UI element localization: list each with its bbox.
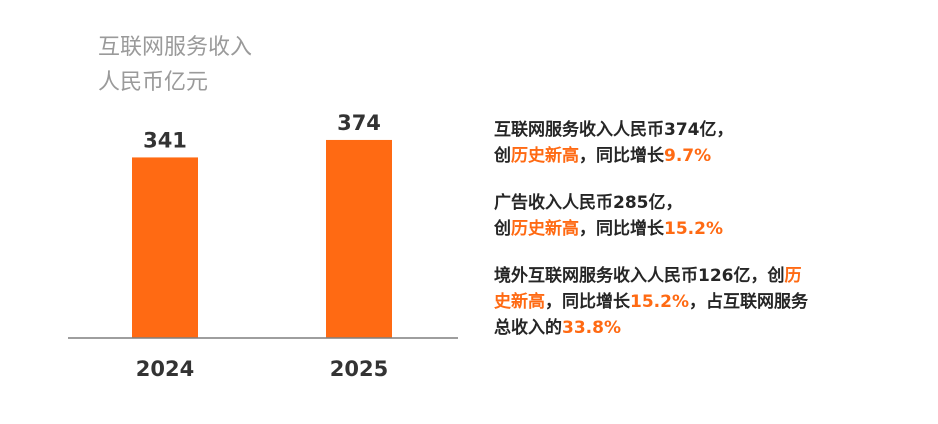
note-text: 广告收入人民币285亿， xyxy=(494,193,683,213)
note-text: 创 xyxy=(494,219,511,239)
note-text: ，同比增长 xyxy=(545,292,630,312)
note-text: ，占互联网服务 xyxy=(688,292,808,312)
note-line: 广告收入人民币285亿， xyxy=(494,190,914,216)
note-text: 总收入的 xyxy=(494,318,562,338)
x-tick-label: 2025 xyxy=(330,357,388,381)
bar-2024 xyxy=(132,157,198,338)
bar-value-label: 374 xyxy=(337,111,381,135)
note-1: 互联网服务收入人民币374亿， 创历史新高，同比增长9.7% xyxy=(494,117,914,169)
note-line: 总收入的33.8% xyxy=(494,315,914,341)
note-line: 境外互联网服务收入人民币126亿，创历 xyxy=(494,263,914,289)
note-text: 创 xyxy=(494,146,511,166)
note-line: 创历史新高，同比增长15.2% xyxy=(494,216,914,242)
bar-value-label: 341 xyxy=(143,128,187,152)
highlight-text: 历史新高 xyxy=(511,146,579,166)
highlight-text: 33.8% xyxy=(562,318,621,338)
note-line: 互联网服务收入人民币374亿， xyxy=(494,117,914,143)
highlight-text: 历 xyxy=(784,266,802,286)
highlight-text: 15.2% xyxy=(664,219,723,239)
note-2: 广告收入人民币285亿， 创历史新高，同比增长15.2% xyxy=(494,190,914,242)
note-text: 互联网服务收入人民币374亿， xyxy=(494,120,734,140)
highlight-notes: 互联网服务收入人民币374亿， 创历史新高，同比增长9.7% 广告收入人民币285亿… xyxy=(494,117,914,362)
bar-2025 xyxy=(326,139,392,338)
note-text: ，同比增长 xyxy=(579,219,664,239)
highlight-text: 15.2% xyxy=(630,292,689,312)
x-tick-label: 2024 xyxy=(136,357,194,381)
chart-unit-line-2: 人民币亿元 xyxy=(98,70,209,95)
chart-unit-line-1: 互联网服务收入 xyxy=(98,35,253,60)
highlight-text: 史新高 xyxy=(494,292,545,312)
note-line: 创历史新高，同比增长9.7% xyxy=(494,143,914,169)
note-3: 境外互联网服务收入人民币126亿，创历 史新高，同比增长15.2%，占互联网服务总… xyxy=(494,263,914,341)
highlight-text: 9.7% xyxy=(664,146,712,166)
highlight-text: 历史新高 xyxy=(511,219,579,239)
note-text: 境外互联网服务收入人民币126亿，创 xyxy=(494,266,785,286)
note-line: 史新高，同比增长15.2%，占互联网服务 xyxy=(494,289,914,315)
note-text: ，同比增长 xyxy=(579,146,664,166)
